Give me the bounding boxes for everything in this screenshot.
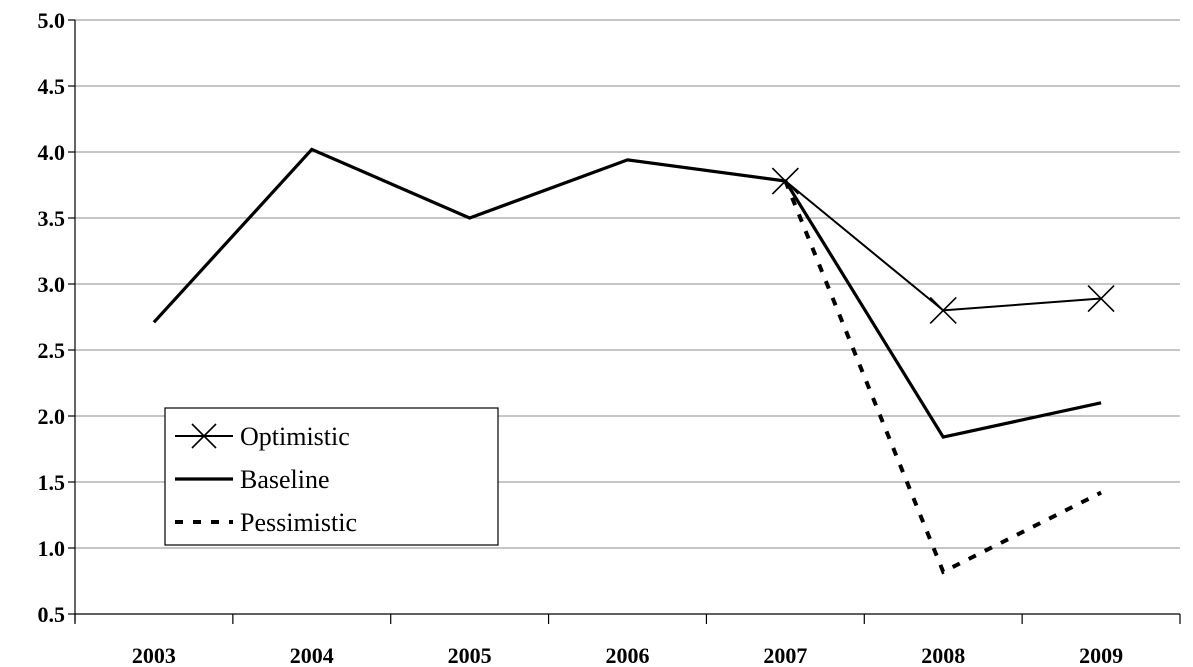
legend: Optimistic Baseline Pessimistic (164, 407, 499, 546)
data-point-optimistic (1087, 284, 1115, 313)
legend-label-optimistic: Optimistic (240, 422, 350, 451)
x-tick-labels: 2003 2004 2005 2006 2007 2008 2009 (132, 643, 1123, 667)
x-tick-label: 2007 (763, 643, 807, 667)
data-point-optimistic (771, 167, 799, 195)
y-tick-labels: 0.5 1.0 1.5 2.0 2.5 3.0 3.5 4.0 4.5 5.0 (38, 8, 66, 627)
legend-label-pessimistic: Pessimistic (240, 508, 357, 537)
series-line-baseline (152, 147, 1102, 439)
y-tick-label: 4.5 (38, 74, 66, 99)
data-point-optimistic (929, 296, 957, 324)
y-tick-label: 3.5 (38, 206, 66, 231)
y-tick-label: 4.0 (38, 140, 66, 165)
legend-box (164, 407, 499, 546)
legend-label-baseline: Baseline (240, 465, 330, 494)
series-line-optimistic (784, 180, 1102, 312)
x-tick-label: 2006 (606, 643, 650, 667)
y-tick-label: 1.5 (38, 470, 66, 495)
x-tick-label: 2005 (448, 643, 492, 667)
x-tick-label: 2009 (1079, 643, 1123, 667)
y-tick-label: 5.0 (38, 8, 66, 33)
y-tick-label: 0.5 (38, 602, 66, 627)
x-tick-label: 2004 (290, 643, 334, 667)
y-tick-label: 1.0 (38, 536, 66, 561)
y-tick-label: 2.5 (38, 338, 66, 363)
y-tick-label: 2.0 (38, 404, 66, 429)
y-tick-label: 3.0 (38, 272, 66, 297)
axes (68, 19, 1181, 624)
x-tick-label: 2003 (132, 643, 176, 667)
series-line-pessimistic (783, 180, 1102, 575)
x-tick-label: 2008 (921, 643, 965, 667)
series-lines (152, 147, 1115, 575)
legend-marker-optimistic (191, 423, 217, 449)
